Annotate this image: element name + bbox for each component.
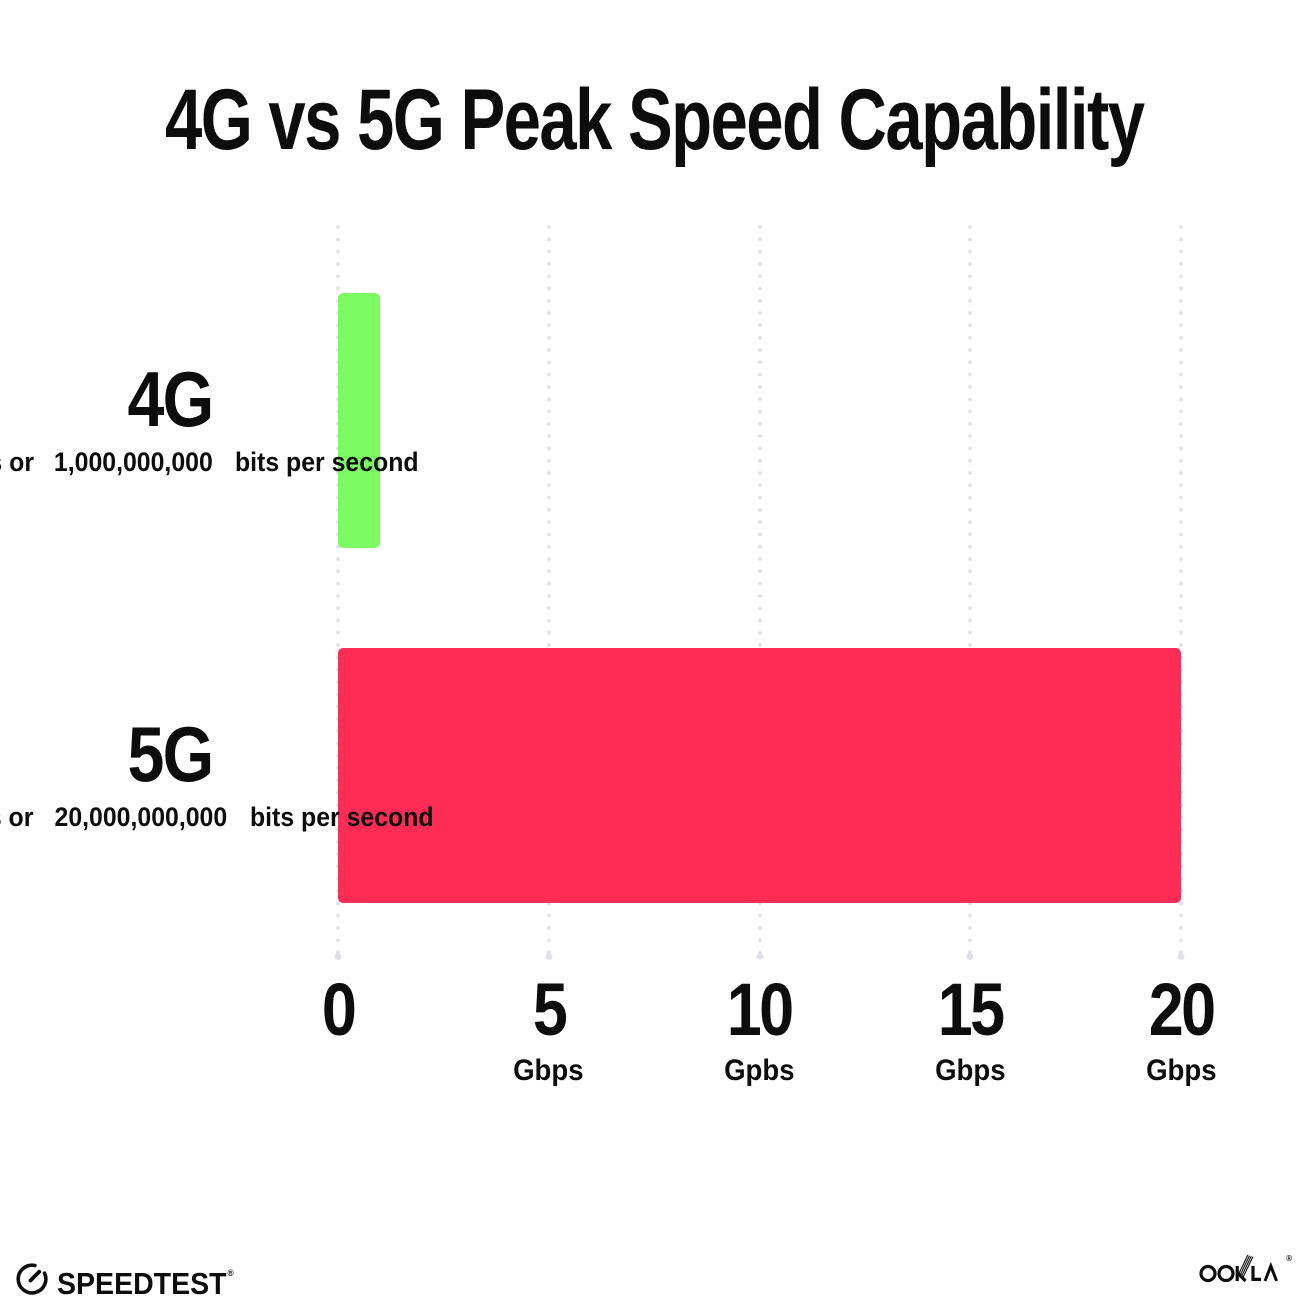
speedtest-logo: SPEEDTEST® bbox=[15, 1256, 249, 1301]
category-desc-5g: 20 Gbps or 20,000,000,000 bits per secon… bbox=[0, 800, 442, 834]
desc-line: 20,000,000,000 bbox=[54, 801, 228, 832]
bar-4g bbox=[338, 293, 381, 548]
desc-line: 1,000,000,000 bbox=[53, 446, 213, 477]
category-label-5g: 5G 20 Gbps or 20,000,000,000 bits per se… bbox=[0, 648, 434, 903]
desc-line: bits per second bbox=[250, 801, 434, 832]
chart-area bbox=[334, 222, 1185, 960]
speedtest-wordmark: SPEEDTEST® bbox=[57, 1266, 234, 1301]
gridline-15 bbox=[966, 222, 974, 960]
speedtest-trademark: ® bbox=[227, 1268, 234, 1278]
tick-value: 10 bbox=[727, 968, 794, 1051]
x-tick-5: 5 Gbps bbox=[399, 968, 699, 1087]
tick-value: 20 bbox=[1148, 968, 1216, 1051]
x-tick-10: 10 Gpbs bbox=[610, 968, 910, 1087]
x-tick-20: 20 Gbps bbox=[1031, 968, 1308, 1087]
tick-unit: Gbps bbox=[513, 1054, 585, 1087]
ookla-wordmark-icon bbox=[1199, 1254, 1279, 1283]
x-tick-0: 0 bbox=[188, 968, 488, 1087]
tick-unit: Gbps bbox=[934, 1054, 1006, 1087]
ookla-trademark: ® bbox=[1286, 1254, 1292, 1263]
desc-line: 1 Gbps or bbox=[0, 446, 35, 477]
desc-line: bits per second bbox=[235, 446, 419, 477]
category-name-5g: 5G bbox=[127, 709, 214, 798]
gridline-20 bbox=[1177, 222, 1185, 960]
gridline-0 bbox=[334, 222, 342, 960]
gridline-5 bbox=[545, 222, 553, 960]
tick-unit: Gpbs bbox=[724, 1054, 795, 1087]
bar-5g bbox=[338, 648, 1181, 903]
speedtest-gauge-icon bbox=[16, 1262, 48, 1295]
ookla-logo: ® bbox=[1199, 1252, 1292, 1284]
x-axis: 0 5 Gbps 10 Gpbs 15 Gbps 20 Gbps bbox=[322, 968, 1216, 1115]
tick-value: 5 bbox=[532, 968, 568, 1051]
tick-unit: Gbps bbox=[1145, 1054, 1217, 1087]
gridline-10 bbox=[756, 222, 763, 960]
category-name-4g: 4G bbox=[127, 354, 214, 443]
category-label-4g: 4G 1 Gbps or 1,000,000,000 bits per seco… bbox=[0, 293, 419, 548]
tick-value: 15 bbox=[937, 968, 1005, 1051]
category-desc-4g: 1 Gbps or 1,000,000,000 bits per second bbox=[0, 445, 427, 479]
page-title-text: 4G vs 5G Peak Speed Capability bbox=[164, 71, 1145, 168]
page-title: 4G vs 5G Peak Speed Capability bbox=[0, 74, 1308, 166]
x-tick-15: 15 Gbps bbox=[820, 968, 1120, 1087]
desc-line: 20 Gbps or bbox=[0, 801, 34, 832]
tick-value: 0 bbox=[321, 968, 357, 1051]
